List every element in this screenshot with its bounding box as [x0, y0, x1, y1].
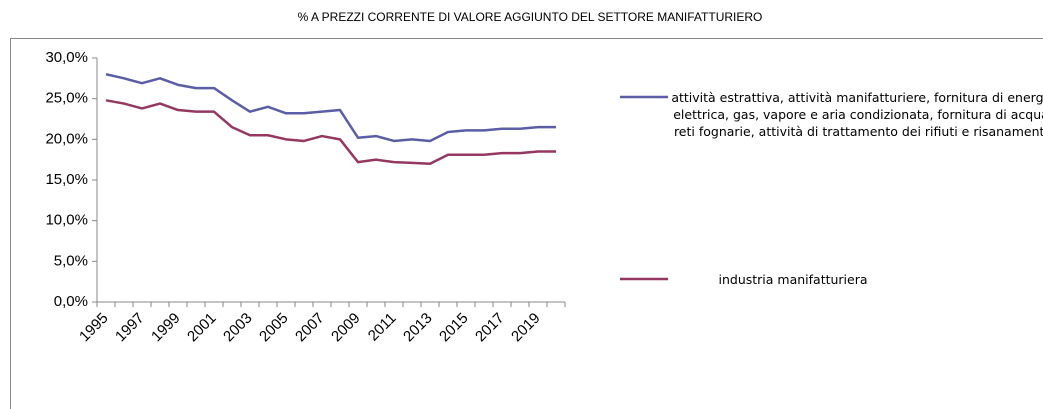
x-tick-label: 2019	[508, 310, 544, 346]
x-tick-label: 2017	[472, 310, 508, 346]
y-tick-label: 0,0%	[54, 293, 88, 310]
chart-title: % A PREZZI CORRENTE DI VALORE AGGIUNTO D…	[298, 10, 763, 24]
x-tick-label: 2007	[292, 310, 328, 346]
x-tick-label: 2003	[220, 310, 256, 346]
x-tick-label: 2001	[184, 310, 220, 346]
y-tick-label: 25,0%	[45, 90, 88, 107]
x-tick-label: 2013	[400, 310, 436, 346]
y-tick-label: 5,0%	[54, 252, 88, 269]
x-tick-label: 2011	[365, 310, 400, 345]
y-tick-label: 30,0%	[45, 49, 88, 66]
x-tick-label: 2009	[328, 310, 364, 346]
x-tick-label: 2005	[256, 310, 292, 346]
chart-frame	[10, 38, 1043, 409]
y-tick-label: 10,0%	[45, 212, 88, 229]
legend-label: attività estrattiva, attività manifattur…	[671, 90, 1043, 139]
legend-label: industria manifatturiera	[718, 272, 868, 287]
y-tick-label: 20,0%	[45, 130, 88, 147]
y-tick-label: 15,0%	[45, 171, 88, 188]
x-tick-label: 1997	[112, 310, 148, 346]
series-line	[105, 99, 556, 165]
x-tick-label: 1995	[76, 310, 112, 346]
x-tick-label: 2015	[436, 310, 472, 346]
x-tick-label: 1999	[148, 310, 184, 346]
series-line	[105, 73, 556, 143]
